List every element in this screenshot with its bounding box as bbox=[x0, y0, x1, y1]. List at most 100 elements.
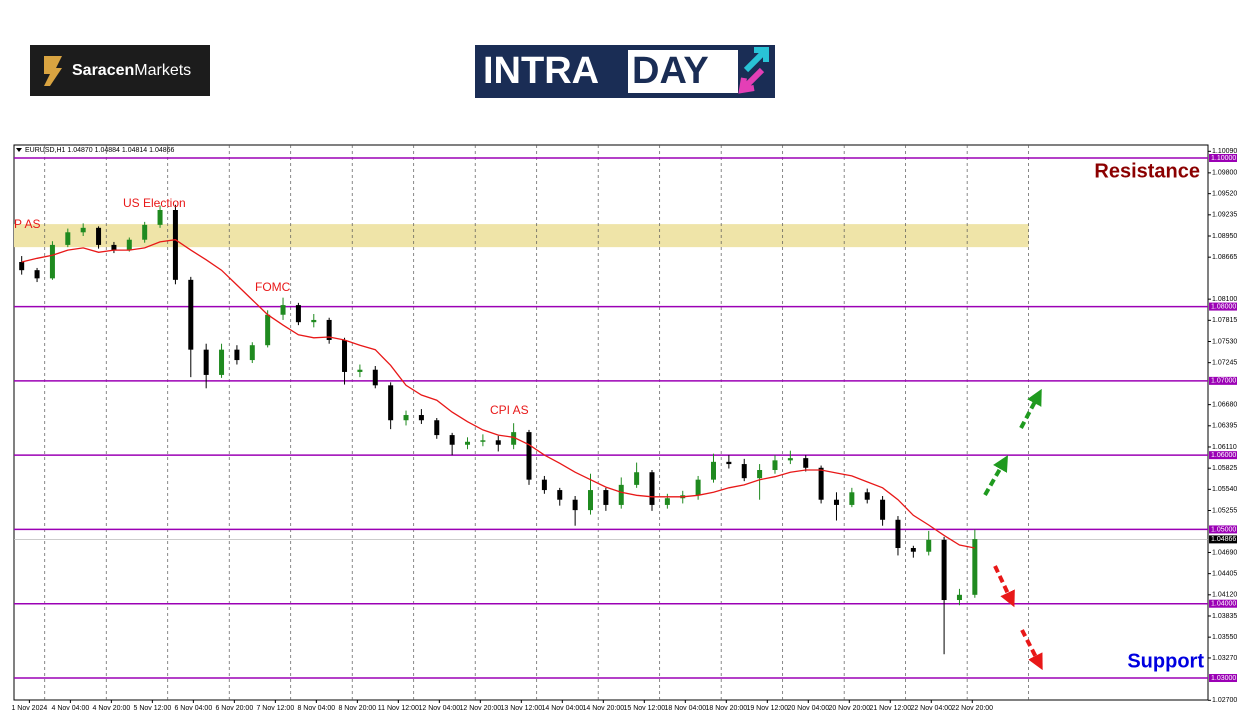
candle-body bbox=[357, 369, 363, 372]
x-tick-label: 14 Nov 20:00 bbox=[582, 705, 624, 712]
x-tick-label: 4 Nov 04:00 bbox=[51, 705, 89, 712]
candle-body bbox=[465, 441, 471, 445]
candle-body bbox=[34, 270, 40, 279]
candle-body bbox=[96, 227, 102, 245]
annotation: CPI AS bbox=[490, 403, 529, 417]
banner-part1: INTRA bbox=[483, 50, 599, 92]
x-tick-label: 11 Nov 12:00 bbox=[378, 705, 419, 712]
y-tick-label: 1.06395 bbox=[1212, 423, 1237, 430]
x-tick-label: 20 Nov 20:00 bbox=[828, 705, 870, 712]
level-tag bbox=[1209, 525, 1237, 534]
candle-body bbox=[219, 349, 225, 375]
x-tick-label: 8 Nov 20:00 bbox=[338, 705, 376, 712]
candle-body bbox=[19, 262, 25, 271]
candle-body bbox=[880, 499, 886, 520]
current-price-tag bbox=[1209, 535, 1237, 544]
candle-body bbox=[956, 594, 962, 601]
banner-arrow-down bbox=[738, 67, 765, 94]
x-tick-label: 4 Nov 20:00 bbox=[92, 705, 130, 712]
x-tick-label: 18 Nov 20:00 bbox=[705, 705, 747, 712]
annotation: US Election bbox=[123, 196, 186, 210]
y-tick-label: 1.06680 bbox=[1212, 401, 1237, 408]
candle-body bbox=[588, 490, 594, 511]
x-tick-label: 18 Nov 04:00 bbox=[664, 705, 706, 712]
candle-body bbox=[142, 224, 148, 240]
y-tick-label: 1.05255 bbox=[1212, 507, 1237, 514]
candle-body bbox=[295, 305, 301, 323]
x-tick-label: 12 Nov 04:00 bbox=[419, 705, 461, 712]
candle-body bbox=[480, 440, 486, 442]
y-tick-label: 1.08665 bbox=[1212, 254, 1237, 261]
x-tick-label: 22 Nov 20:00 bbox=[951, 705, 993, 712]
candle-body bbox=[234, 349, 240, 361]
candle-body bbox=[557, 490, 563, 500]
candle-body bbox=[603, 490, 609, 505]
brand-bold: Saracen bbox=[72, 62, 134, 79]
candle-body bbox=[572, 499, 578, 511]
candle-body bbox=[388, 385, 394, 421]
candle-body bbox=[111, 244, 117, 251]
x-tick-label: 14 Nov 04:00 bbox=[541, 705, 583, 712]
y-tick-label: 1.10090 bbox=[1212, 148, 1237, 155]
x-tick-label: 22 Nov 04:00 bbox=[910, 705, 952, 712]
level-label: 1.06000 bbox=[1211, 452, 1236, 459]
candle-body bbox=[280, 305, 286, 315]
candle-body bbox=[618, 484, 624, 505]
y-tick-label: 1.03270 bbox=[1212, 655, 1237, 662]
candle-body bbox=[664, 498, 670, 505]
y-tick-label: 1.05825 bbox=[1212, 465, 1237, 472]
candle-body bbox=[311, 319, 317, 323]
candle-body bbox=[772, 460, 778, 471]
candle-body bbox=[249, 345, 255, 361]
x-tick-label: 21 Nov 12:00 bbox=[869, 705, 911, 712]
candle-body bbox=[726, 461, 732, 465]
candle-body bbox=[803, 458, 809, 468]
candle-body bbox=[172, 210, 178, 280]
candle-body bbox=[849, 492, 855, 505]
candle-body bbox=[634, 472, 640, 485]
candle-body bbox=[418, 415, 424, 421]
brand-name: SaracenMarkets bbox=[72, 62, 191, 79]
y-tick-label: 1.07245 bbox=[1212, 360, 1237, 367]
zone bbox=[14, 224, 1029, 248]
level-label: 1.10000 bbox=[1211, 155, 1236, 162]
banner-day-box bbox=[628, 50, 738, 93]
y-tick-label: 1.09520 bbox=[1212, 191, 1237, 198]
annotation: P AS bbox=[14, 217, 40, 231]
x-tick-label: 19 Nov 12:00 bbox=[746, 705, 788, 712]
candle-body bbox=[65, 232, 71, 245]
level-label: 1.05000 bbox=[1211, 526, 1236, 533]
y-tick-label: 1.02700 bbox=[1212, 697, 1237, 704]
candle-body bbox=[757, 470, 763, 479]
y-tick-label: 1.03835 bbox=[1212, 613, 1237, 620]
candle-body bbox=[895, 519, 901, 549]
level-tag bbox=[1209, 599, 1237, 608]
candle-body bbox=[265, 314, 271, 346]
level-tag bbox=[1209, 451, 1237, 460]
resistance-label: Resistance bbox=[1094, 160, 1200, 182]
candle-body bbox=[818, 467, 824, 500]
candle-body bbox=[434, 420, 440, 436]
x-tick-label: 15 Nov 12:00 bbox=[623, 705, 665, 712]
x-tick-label: 5 Nov 12:00 bbox=[133, 705, 171, 712]
x-tick-label: 13 Nov 12:00 bbox=[500, 705, 542, 712]
annotation: FOMC bbox=[255, 280, 291, 294]
candle-body bbox=[203, 349, 209, 375]
candle-body bbox=[741, 464, 747, 479]
y-tick-label: 1.08950 bbox=[1212, 233, 1237, 240]
current-price-label: 1.04866 bbox=[1211, 536, 1236, 543]
candle-body bbox=[941, 539, 947, 601]
x-tick-label: 12 Nov 20:00 bbox=[459, 705, 501, 712]
x-tick-label: 1 Nov 2024 bbox=[11, 705, 47, 712]
candle-body bbox=[926, 539, 932, 552]
moving-average bbox=[21, 239, 975, 549]
candle-body bbox=[649, 472, 655, 505]
y-tick-label: 1.06110 bbox=[1212, 444, 1237, 451]
x-tick-label: 20 Nov 04:00 bbox=[787, 705, 829, 712]
candle-body bbox=[342, 340, 348, 372]
x-tick-label: 7 Nov 12:00 bbox=[256, 705, 294, 712]
brand-rest: Markets bbox=[134, 62, 191, 79]
candle-body bbox=[972, 539, 978, 595]
candle-body bbox=[495, 440, 501, 445]
bear-arrow bbox=[993, 565, 1015, 608]
